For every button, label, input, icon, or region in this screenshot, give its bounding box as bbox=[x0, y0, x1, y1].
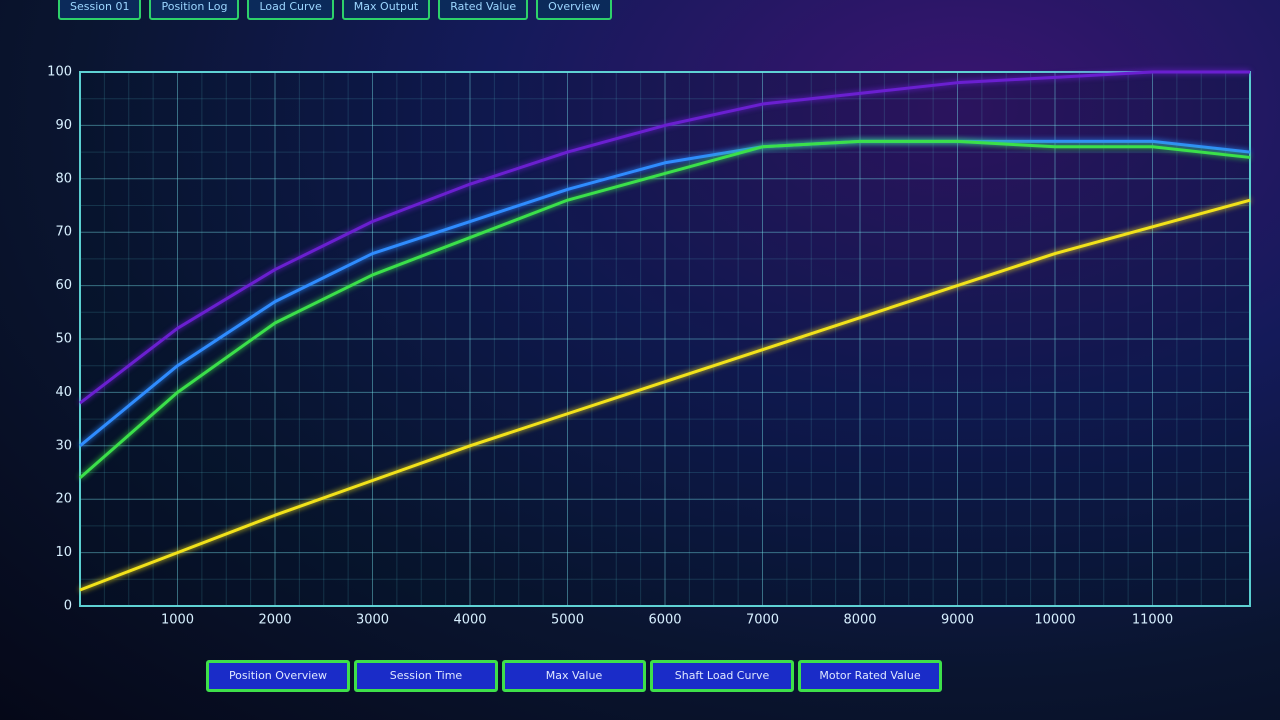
plot-area bbox=[79, 71, 1251, 607]
button-bar: Position Overview Session Time Max Value Sh… bbox=[206, 660, 942, 692]
y-tick-label: 40 bbox=[55, 385, 72, 400]
y-tick-label: 70 bbox=[55, 225, 72, 240]
button[interactable]: Session Time bbox=[354, 660, 498, 692]
y-tick-label: 90 bbox=[55, 118, 72, 133]
x-tick-label: 2000 bbox=[258, 613, 291, 628]
x-tick-label: 9000 bbox=[941, 613, 974, 628]
tab[interactable]: Position Log bbox=[149, 0, 240, 20]
y-tick-label: 80 bbox=[55, 171, 72, 186]
y-tick-label: 30 bbox=[55, 438, 72, 453]
x-tick-label: 4000 bbox=[453, 613, 486, 628]
y-tick-label: 10 bbox=[55, 545, 72, 560]
y-tick-label: 0 bbox=[64, 599, 72, 614]
tab[interactable]: Max Output bbox=[341, 0, 431, 20]
button[interactable]: Position Overview bbox=[206, 660, 350, 692]
series-line bbox=[79, 198, 1251, 592]
x-tick-label: 3000 bbox=[356, 613, 389, 628]
button[interactable]: Max Value bbox=[502, 660, 646, 692]
series-line bbox=[79, 70, 1250, 405]
x-tick-label: 6000 bbox=[648, 613, 681, 628]
series-line bbox=[79, 139, 1251, 479]
button[interactable]: Motor Rated Value bbox=[798, 660, 942, 692]
tab[interactable]: Rated Value bbox=[438, 0, 529, 20]
x-tick-label: 1000 bbox=[161, 613, 194, 628]
series-line bbox=[79, 139, 1251, 447]
x-tick-label: 8000 bbox=[843, 613, 876, 628]
tab[interactable]: Overview bbox=[536, 0, 612, 20]
tab[interactable]: Load Curve bbox=[247, 0, 334, 20]
x-tick-label: 5000 bbox=[551, 613, 584, 628]
x-tick-label: 10000 bbox=[1034, 613, 1075, 628]
tab-bar: Session 01 Position Log Load Curve Max Outp… bbox=[58, 0, 612, 20]
tab[interactable]: Session 01 bbox=[58, 0, 142, 20]
y-tick-label: 100 bbox=[47, 65, 72, 80]
x-tick-label: 7000 bbox=[746, 613, 779, 628]
y-tick-label: 20 bbox=[55, 492, 72, 507]
button[interactable]: Shaft Load Curve bbox=[650, 660, 794, 692]
y-tick-label: 50 bbox=[55, 332, 72, 347]
y-tick-label: 60 bbox=[55, 278, 72, 293]
x-tick-label: 11000 bbox=[1132, 613, 1173, 628]
